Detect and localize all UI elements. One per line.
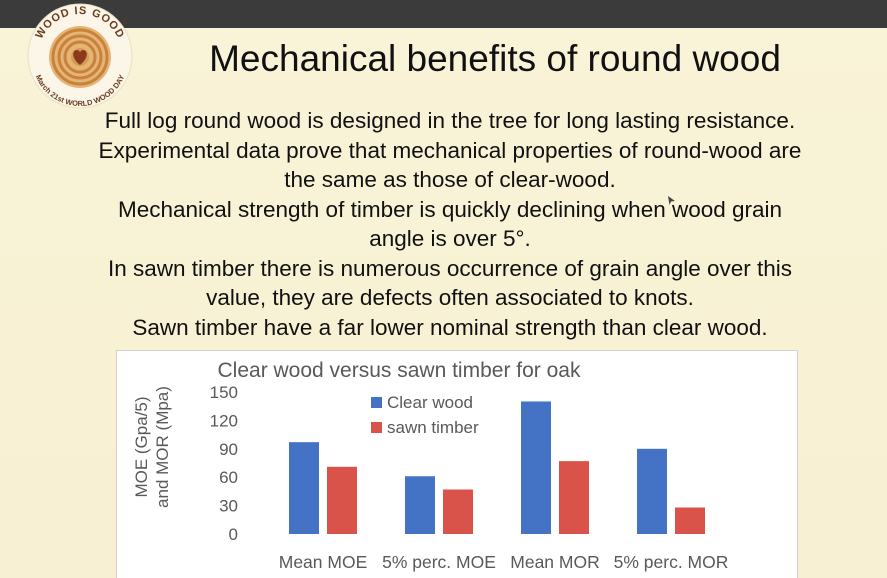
body-line: Full log round wood is designed in the t…	[104, 108, 796, 133]
wood-is-good-logo: WOOD IS GOOD March 21st WORLD WOOD DAY ®	[27, 3, 133, 109]
body-line: angle is over 5°.	[369, 226, 531, 251]
registered-mark: ®	[122, 18, 128, 26]
y-tick-label: 0	[229, 525, 238, 544]
y-tick-label: 60	[219, 468, 238, 487]
legend-label-clear-wood: Clear wood	[387, 393, 473, 412]
bar-clear-wood	[521, 401, 551, 534]
body-line: Mechanical strength of timber is quickly…	[117, 196, 783, 222]
legend-label-sawn-timber: sawn timber	[387, 418, 479, 437]
y-tick-label: 90	[219, 440, 238, 459]
bar-sawn-timber	[675, 507, 705, 534]
bar-sawn-timber	[559, 461, 589, 534]
body-line: In sawn timber there is numerous occurre…	[107, 255, 793, 281]
bar-clear-wood	[289, 442, 319, 534]
y-tick-label: 120	[210, 411, 238, 430]
bar-sawn-timber	[327, 466, 357, 534]
bar-chart: Clear wood versus sawn timber for oak MO…	[132, 359, 729, 572]
slide-body: Full log round wood is designed in the t…	[40, 106, 860, 342]
mouse-cursor-icon	[668, 196, 675, 205]
body-line: the same as those of clear-wood.	[284, 167, 616, 192]
bar-clear-wood	[405, 476, 435, 534]
chart-container: Clear wood versus sawn timber for oak MO…	[116, 350, 798, 578]
body-line: value, they are defects often associated…	[206, 285, 694, 310]
legend-swatch-clear-wood	[371, 397, 382, 408]
heart-icon	[73, 50, 87, 65]
legend-swatch-sawn-timber	[371, 422, 382, 433]
x-category-label: 5% perc. MOE	[382, 552, 496, 572]
body-line: Sawn timber have a far lower nominal str…	[132, 314, 768, 340]
bar-clear-wood	[637, 448, 667, 534]
y-axis-label-line1: MOE (Gpa/5)	[132, 396, 151, 497]
top-bar	[0, 0, 887, 28]
y-axis-label-line2: and MOR (Mpa)	[153, 386, 172, 508]
y-tick-label: 30	[219, 497, 238, 516]
x-category-label: Mean MOR	[510, 552, 599, 572]
slide-title: Mechanical benefits of round wood	[209, 38, 781, 79]
x-category-label: 5% perc. MOR	[614, 552, 729, 572]
legend: Clear wood sawn timber	[371, 393, 479, 437]
chart-title: Clear wood versus sawn timber for oak	[218, 359, 581, 382]
y-tick-label: 150	[210, 383, 238, 402]
body-line: Experimental data prove that mechanical …	[98, 137, 802, 163]
x-category-label: Mean MOE	[279, 552, 368, 572]
bar-sawn-timber	[443, 489, 473, 534]
